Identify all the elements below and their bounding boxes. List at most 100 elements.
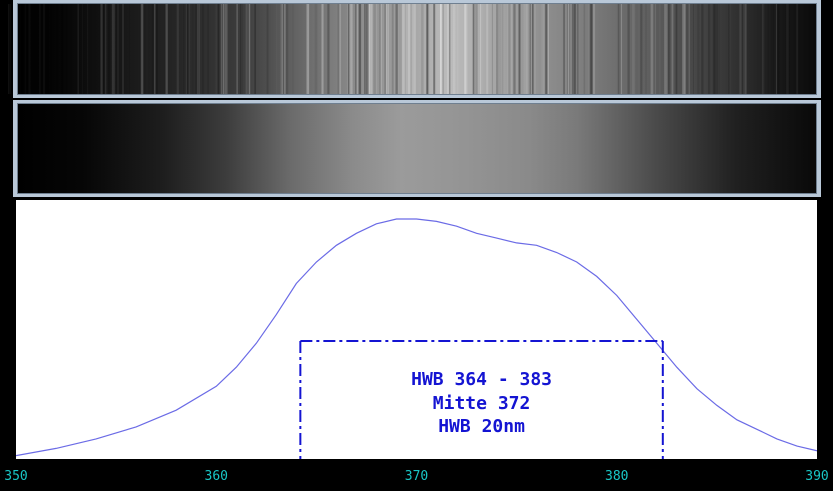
spectrum-line [245,4,248,94]
spectrum-line [761,4,764,94]
spectrum-line [683,4,686,94]
spectrum-line [364,4,365,94]
spectrum-line [106,4,108,94]
spectrum-line [110,4,113,94]
spectrum-line [667,4,669,94]
spectrum-line [589,4,592,94]
spectrum-line [355,4,359,94]
spectrum-line [153,4,156,94]
spectrum-line [104,4,106,94]
spectrum-line [100,4,104,94]
spectrum-line [386,4,388,94]
spectrum-line [525,4,528,94]
spectrum-line [772,4,774,94]
spectrum-line [56,4,58,94]
fwhm-bracket [299,340,664,459]
spectrum-line [433,4,435,94]
spectrum-line [322,4,324,94]
spectrum-line [533,4,536,94]
spectrum-line [111,4,115,94]
spectrum-line [369,4,371,94]
spectrum-line [440,4,443,94]
spectrum-line [16,4,17,94]
spectrum-line [322,4,324,94]
spectrum-line [337,4,339,94]
spectrum-line [405,4,408,94]
spectrum-line [529,4,531,94]
spectrum-line [668,4,670,94]
spectrum-line [314,4,318,94]
spectrum-line [114,4,116,94]
intensity-curve [16,218,817,457]
spectrum-line [426,4,430,94]
spectrum-line [371,4,373,94]
spectrum-line [321,4,324,94]
spectrum-line [339,4,342,94]
spectrum-line [541,4,543,94]
x-tick-label: 370 [405,469,428,484]
spectrum-line [783,4,784,94]
x-tick-label: 360 [205,469,228,484]
spectrum-line [66,4,68,94]
spectrum-line [100,4,101,94]
spectrum-line [441,4,444,94]
plot-area: HWB 364 - 383 Mitte 372 HWB 20nm [16,200,817,459]
spectrum-line [386,4,389,94]
spectrum-line [155,4,158,94]
annotation-line-2: Mitte 372 [433,393,531,414]
spectrum-line [386,4,389,94]
spectrum-line [786,4,789,94]
spectrum-line [358,4,361,94]
spectrum-line [447,4,449,94]
x-tick-label: 390 [805,469,828,484]
spectrum-line [621,4,622,94]
spectrum-line [183,4,185,94]
spectrum-line [475,4,478,94]
spectrum-line [207,4,209,94]
spectrum-line [480,4,481,94]
spectrum-line [464,4,467,94]
spectrum-line [50,4,52,94]
spectrum-line [664,4,666,94]
spectrum-line [715,4,718,94]
spectrum-line [185,4,187,94]
spectrum-line [347,4,348,94]
spectrum-line [284,4,286,94]
spectrum-line [280,4,282,94]
spectrum-line [240,4,241,94]
spectrum-line [770,4,773,94]
spectrum-line [728,4,730,94]
spectrum-line [617,4,620,94]
spectrum-line [563,4,565,94]
spectrum-line [151,4,154,94]
spectrum-line [659,4,661,94]
spectrum-line [654,4,656,94]
spectrum-line [583,4,586,94]
spectrum-line [370,4,373,94]
spectrum-line [729,4,732,94]
spectrum-line [292,4,294,94]
spectrum-line [683,4,686,94]
spectrum-line [411,4,415,94]
spectrum-line [266,4,269,94]
spectrum-line [87,4,89,94]
spectrum-line [46,4,49,94]
spectrum-line [350,4,353,94]
spectrum-line [531,4,535,94]
spectrum-strip-raw-frame [13,0,821,98]
spectrum-line [39,4,41,94]
spectrum-line [693,4,694,94]
spectrum-line [240,4,243,94]
spectrum-line [236,4,238,94]
spectrum-line [574,4,577,94]
spectrum-line [781,4,782,94]
spectrum-line [141,4,144,94]
spectrum-line [192,4,194,94]
spectrum-line [374,4,376,94]
spectrum-line [712,4,716,94]
spectrum-line [518,4,521,94]
spectrum-line [530,4,532,94]
spectrum-line [414,4,416,94]
spectrum-line [399,4,401,94]
spectrum-line [433,4,436,94]
